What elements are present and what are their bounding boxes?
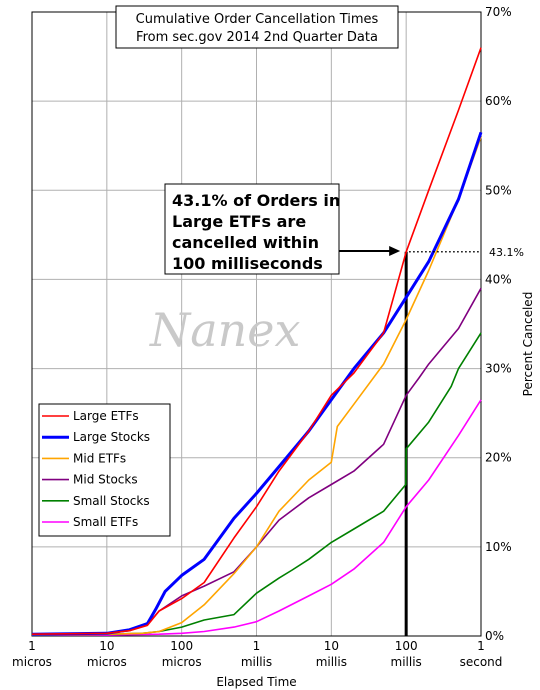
x-tick-label: 100 <box>170 639 193 653</box>
annotation-text-line: Large ETFs are <box>172 212 306 231</box>
x-tick-label: 1 <box>253 639 261 653</box>
y-tick-label: 30% <box>485 362 512 376</box>
legend-frame <box>38 403 171 537</box>
legend-label: Mid ETFs <box>73 451 126 465</box>
legend-label: Small ETFs <box>73 515 138 529</box>
chart-title: Cumulative Order Cancellation Times From … <box>115 5 399 49</box>
annotation-text-line: 100 milliseconds <box>172 254 323 273</box>
chart-title-line: Cumulative Order Cancellation Times <box>136 12 379 27</box>
y-tick-label: 40% <box>485 272 512 286</box>
x-tick-label: millis <box>391 655 422 669</box>
x-tick-label: 1 <box>28 639 36 653</box>
x-tick-label: micros <box>87 655 127 669</box>
x-tick-label: 100 <box>395 639 418 653</box>
series-line-mid-etfs <box>31 136 482 636</box>
annotation-text-line: cancelled within <box>172 233 319 252</box>
legend-label: Large Stocks <box>73 430 150 444</box>
x-tick-label: millis <box>241 655 272 669</box>
y-tick-label: 60% <box>485 94 512 108</box>
x-tick-label: 1 <box>477 639 485 653</box>
chart-title-line: From sec.gov 2014 2nd Quarter Data <box>136 30 378 45</box>
title-box-frame <box>115 5 399 49</box>
x-tick-label: second <box>460 655 503 669</box>
legend-label: Mid Stocks <box>73 473 138 487</box>
x-tick-label: micros <box>162 655 202 669</box>
annotation-box <box>164 183 340 275</box>
x-tick-label: micros <box>12 655 52 669</box>
x-axis-ticks: 1 micros 10 micros 100 micros 1 millis 10 millis 1… <box>12 639 502 669</box>
x-tick-label: millis <box>316 655 347 669</box>
watermark-text: Nanex <box>149 303 301 357</box>
legend: Large ETFs Large Stocks Mid ETFs Mid Stocks… <box>38 403 171 537</box>
annotation-text-line: 43.1% of Orders in <box>172 191 340 210</box>
y-axis-ticks: 0% 10% 20% 30% 40% 50% 60% 70% <box>485 5 512 643</box>
series-line-small-etfs <box>32 399 482 636</box>
legend-label: Large ETFs <box>73 409 139 423</box>
x-tick-label: 10 <box>324 639 339 653</box>
x-axis-title: Elapsed Time <box>216 675 296 689</box>
y-tick-label: 50% <box>485 183 512 197</box>
y-tick-label: 10% <box>485 540 512 554</box>
series-line-large-etfs <box>31 47 482 635</box>
legend-label: Small Stocks <box>73 494 150 508</box>
series-line-large-stocks <box>31 131 483 636</box>
annotation: 43.1% of Orders in Large ETFs are cancelle… <box>164 183 524 275</box>
y-tick-label: 0% <box>485 629 504 643</box>
annotation-value-label: 43.1% <box>489 246 524 259</box>
y-axis-title: Percent Canceled <box>521 292 535 397</box>
annotation-arrow-head <box>389 246 401 256</box>
x-tick-label: 10 <box>99 639 114 653</box>
y-tick-label: 70% <box>485 5 512 19</box>
y-tick-label: 20% <box>485 451 512 465</box>
series-layer <box>31 47 483 636</box>
